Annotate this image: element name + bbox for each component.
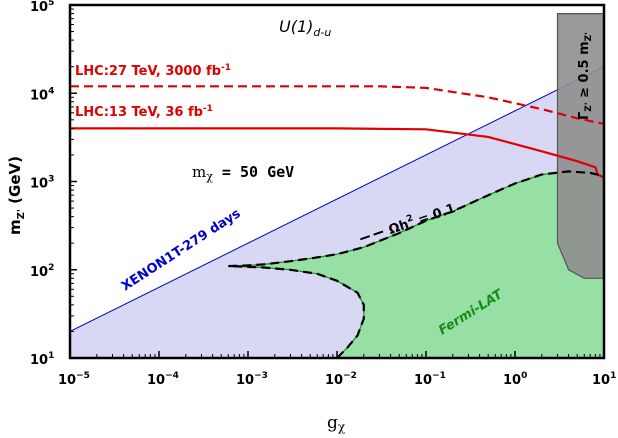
lhc-13-label: LHC:13 TeV, 36 fb-1 (75, 104, 213, 120)
x-tick-label: 100 (503, 371, 527, 388)
x-tick-label: 10−2 (325, 371, 357, 388)
y-tick-label: 103 (30, 175, 54, 192)
lhc-27-label: LHC:27 TeV, 3000 fb-1 (75, 63, 231, 79)
width-label: ΓZ' ≥ 0.5 mZ' (577, 32, 594, 120)
region-series (556, 13, 604, 279)
y-axis-label: mZ' (GeV) (6, 156, 27, 235)
line-h (228, 170, 604, 358)
chart-title: U(1)d-u (279, 17, 331, 39)
y-tick-label: 104 (30, 86, 54, 103)
x-tick-label: 10−3 (236, 371, 268, 388)
line-lhc-27-tev-3000-fb (70, 85, 604, 125)
dm-mass-annotation: mχ = 50 GeV (192, 163, 294, 183)
y-tick-label: 105 (30, 0, 54, 15)
x-tick-label: 101 (592, 371, 616, 388)
x-axis-label: gχ (327, 413, 346, 434)
y-tick-label: 102 (30, 263, 54, 280)
line-lhc-13-tev-36-fb (70, 127, 604, 179)
x-tick-label: 10−5 (58, 371, 90, 388)
x-tick-label: 10−4 (147, 371, 179, 388)
y-tick-label: 101 (30, 351, 54, 368)
x-tick-label: 10−1 (414, 371, 446, 388)
